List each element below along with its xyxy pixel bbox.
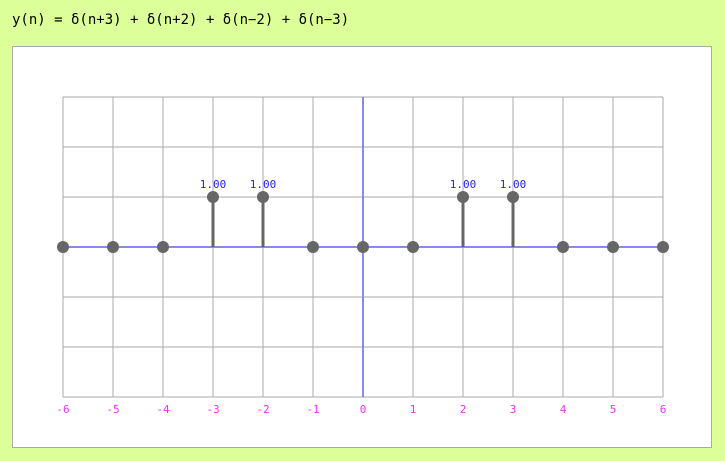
stems (57, 191, 669, 253)
formula-title: y(n) = δ(n+3) + δ(n+2) + δ(n−2) + δ(n−3) (12, 12, 350, 28)
stem-marker (307, 241, 319, 253)
x-tick-label: 1 (410, 403, 417, 416)
x-tick-label: -3 (206, 403, 219, 416)
stem-marker (557, 241, 569, 253)
value-label: 1.00 (500, 178, 527, 191)
value-label: 1.00 (200, 178, 227, 191)
stem-marker (207, 191, 219, 203)
stem-marker (157, 241, 169, 253)
stem-marker (457, 191, 469, 203)
x-tick-label: -2 (256, 403, 269, 416)
x-tick-label: -6 (56, 403, 69, 416)
stem-plot: -6 -5 -4 -3 -2 -1 0 1 2 3 4 5 6 1.00 1.00 1.00 1.00 (56, 96, 669, 416)
x-tick-label: 5 (610, 403, 617, 416)
stem-marker (407, 241, 419, 253)
x-tick-label: 4 (560, 403, 567, 416)
x-tick-label: -4 (156, 403, 170, 416)
x-tick-label: 3 (510, 403, 517, 416)
stem-marker (57, 241, 69, 253)
x-tick-label: 0 (360, 403, 367, 416)
stem-marker (357, 241, 369, 253)
stem-marker (607, 241, 619, 253)
value-label: 1.00 (450, 178, 477, 191)
value-label: 1.00 (250, 178, 277, 191)
stem-marker (507, 191, 519, 203)
x-tick-label: 6 (660, 403, 667, 416)
labels: -6 -5 -4 -3 -2 -1 0 1 2 3 4 5 6 1.00 1.00 1.00 1.00 (56, 178, 666, 416)
x-tick-label: -1 (306, 403, 319, 416)
stem-marker (657, 241, 669, 253)
plot-panel: -6 -5 -4 -3 -2 -1 0 1 2 3 4 5 6 1.00 1.00 1.00 1.00 (12, 46, 712, 448)
x-tick-label: -5 (106, 403, 119, 416)
stem-marker (107, 241, 119, 253)
stem-marker (257, 191, 269, 203)
x-tick-label: 2 (460, 403, 467, 416)
